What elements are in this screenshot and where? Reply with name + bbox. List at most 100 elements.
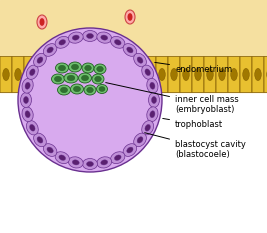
Ellipse shape — [94, 64, 106, 74]
Ellipse shape — [78, 73, 92, 83]
Ellipse shape — [95, 76, 101, 82]
Ellipse shape — [231, 68, 237, 81]
Ellipse shape — [22, 107, 33, 122]
Text: inner cell mass
(embryoblast): inner cell mass (embryoblast) — [106, 82, 239, 114]
Ellipse shape — [34, 53, 46, 67]
Ellipse shape — [47, 147, 53, 153]
Ellipse shape — [147, 78, 158, 93]
Ellipse shape — [219, 68, 225, 81]
Ellipse shape — [87, 68, 93, 81]
Ellipse shape — [57, 85, 70, 95]
FancyBboxPatch shape — [0, 56, 12, 93]
Ellipse shape — [96, 85, 108, 93]
FancyBboxPatch shape — [96, 56, 108, 93]
Ellipse shape — [87, 87, 93, 93]
FancyBboxPatch shape — [168, 56, 180, 93]
Ellipse shape — [81, 75, 89, 81]
Ellipse shape — [55, 36, 69, 48]
Ellipse shape — [207, 68, 213, 81]
FancyBboxPatch shape — [36, 56, 48, 93]
Ellipse shape — [97, 32, 112, 43]
Ellipse shape — [127, 47, 133, 53]
Ellipse shape — [37, 137, 43, 143]
Ellipse shape — [147, 107, 158, 122]
Ellipse shape — [27, 68, 33, 81]
FancyBboxPatch shape — [264, 56, 267, 93]
Ellipse shape — [115, 155, 121, 160]
FancyBboxPatch shape — [252, 56, 264, 93]
Ellipse shape — [125, 10, 135, 24]
Ellipse shape — [47, 47, 53, 53]
Ellipse shape — [87, 34, 93, 38]
Ellipse shape — [243, 68, 249, 81]
Ellipse shape — [64, 73, 78, 83]
FancyBboxPatch shape — [108, 56, 120, 93]
Ellipse shape — [83, 31, 97, 41]
Ellipse shape — [99, 68, 105, 81]
Ellipse shape — [37, 57, 43, 63]
Ellipse shape — [83, 158, 97, 169]
Ellipse shape — [147, 68, 153, 81]
Ellipse shape — [101, 35, 108, 40]
Ellipse shape — [151, 96, 156, 103]
Ellipse shape — [137, 57, 143, 63]
Ellipse shape — [127, 147, 133, 153]
Ellipse shape — [142, 121, 154, 135]
Text: blastocyst cavity
(blastocoele): blastocyst cavity (blastocoele) — [145, 133, 246, 159]
Ellipse shape — [92, 74, 104, 84]
Ellipse shape — [68, 157, 83, 168]
Ellipse shape — [59, 40, 66, 45]
Ellipse shape — [54, 76, 62, 82]
Ellipse shape — [22, 78, 33, 93]
Ellipse shape — [67, 75, 75, 81]
Ellipse shape — [195, 68, 201, 81]
Ellipse shape — [37, 15, 47, 29]
Ellipse shape — [87, 161, 93, 167]
Ellipse shape — [85, 65, 91, 71]
FancyBboxPatch shape — [204, 56, 216, 93]
Ellipse shape — [82, 63, 94, 73]
Ellipse shape — [23, 96, 29, 103]
FancyBboxPatch shape — [156, 56, 168, 93]
Ellipse shape — [142, 65, 154, 79]
Ellipse shape — [99, 86, 105, 92]
Ellipse shape — [128, 13, 132, 21]
Ellipse shape — [58, 65, 66, 71]
Ellipse shape — [145, 124, 150, 131]
Ellipse shape — [30, 69, 35, 75]
Text: endometrium: endometrium — [155, 62, 232, 74]
Ellipse shape — [25, 82, 30, 89]
Ellipse shape — [69, 62, 81, 72]
FancyBboxPatch shape — [84, 56, 96, 93]
Ellipse shape — [55, 152, 69, 164]
Ellipse shape — [97, 157, 112, 168]
FancyBboxPatch shape — [132, 56, 144, 93]
Ellipse shape — [183, 68, 189, 81]
Ellipse shape — [171, 68, 177, 81]
Circle shape — [18, 28, 162, 172]
Ellipse shape — [15, 68, 21, 81]
FancyBboxPatch shape — [216, 56, 228, 93]
Ellipse shape — [111, 152, 125, 164]
FancyBboxPatch shape — [24, 56, 36, 93]
Ellipse shape — [145, 69, 150, 75]
FancyBboxPatch shape — [48, 56, 60, 93]
FancyBboxPatch shape — [60, 56, 72, 93]
Ellipse shape — [134, 53, 146, 67]
Ellipse shape — [97, 66, 103, 72]
Ellipse shape — [40, 18, 45, 26]
Ellipse shape — [72, 160, 79, 165]
Ellipse shape — [101, 160, 108, 165]
Ellipse shape — [159, 68, 165, 81]
Ellipse shape — [123, 144, 137, 156]
Ellipse shape — [111, 68, 117, 81]
Ellipse shape — [123, 44, 137, 56]
Ellipse shape — [137, 137, 143, 143]
Circle shape — [33, 43, 147, 157]
FancyBboxPatch shape — [120, 56, 132, 93]
Text: trophoblast: trophoblast — [163, 118, 223, 129]
Bar — [0, 0, 267, 92]
Ellipse shape — [72, 35, 79, 40]
Ellipse shape — [148, 93, 159, 107]
Ellipse shape — [134, 133, 146, 147]
